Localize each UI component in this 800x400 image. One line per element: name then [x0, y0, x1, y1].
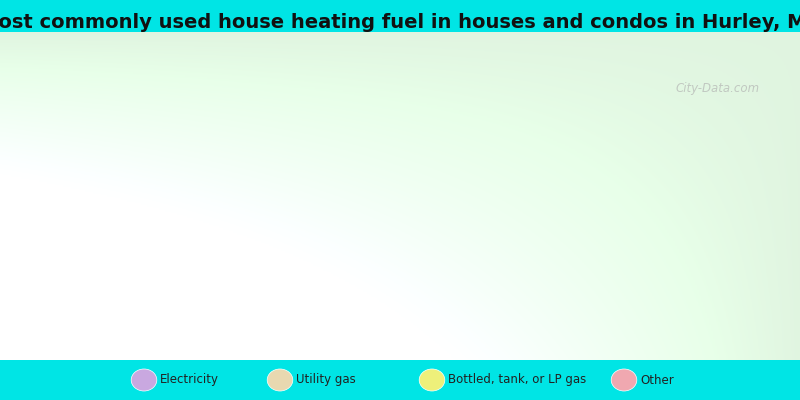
Text: Other: Other [640, 374, 674, 386]
Ellipse shape [131, 369, 157, 391]
Text: Electricity: Electricity [160, 374, 219, 386]
Ellipse shape [611, 369, 637, 391]
Wedge shape [160, 0, 538, 17]
Text: City-Data.com: City-Data.com [676, 82, 760, 95]
Text: Utility gas: Utility gas [296, 374, 356, 386]
Ellipse shape [419, 369, 445, 391]
Wedge shape [495, 14, 600, 17]
Wedge shape [491, 0, 600, 15]
Ellipse shape [267, 369, 293, 391]
Text: Most commonly used house heating fuel in houses and condos in Hurley, MS: Most commonly used house heating fuel in… [0, 12, 800, 32]
Text: Bottled, tank, or LP gas: Bottled, tank, or LP gas [448, 374, 586, 386]
